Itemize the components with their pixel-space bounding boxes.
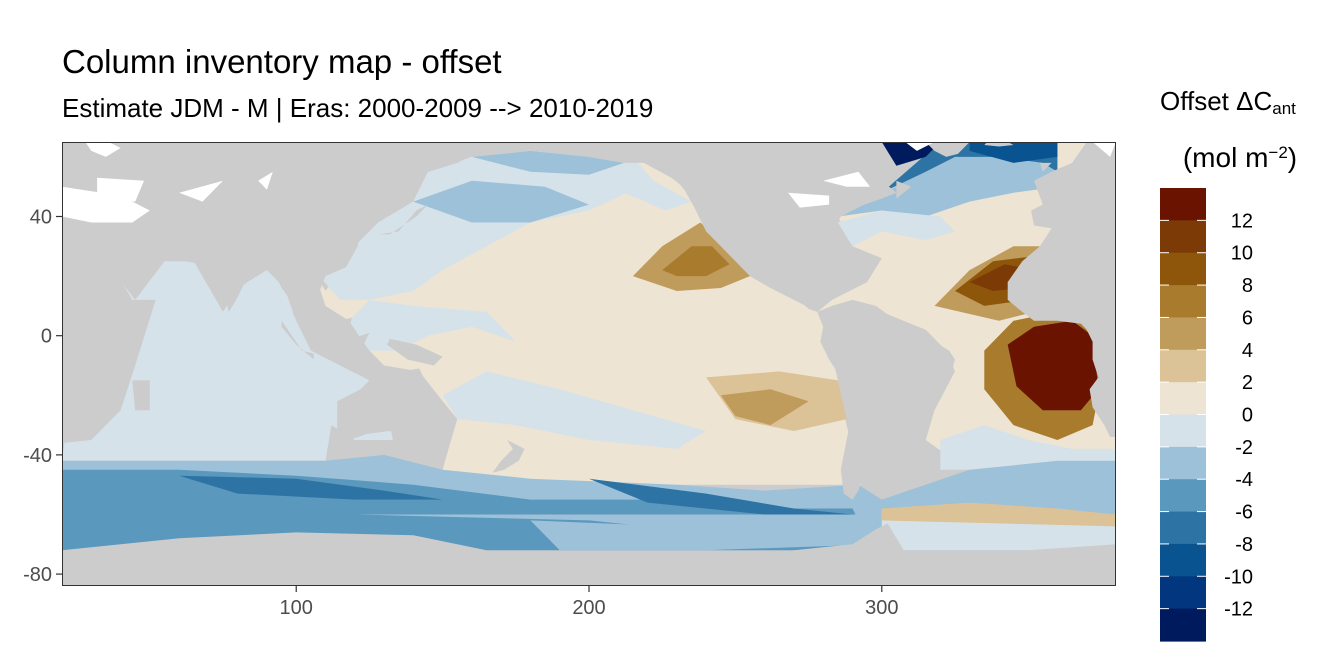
legend-color-swatch: [1160, 608, 1206, 642]
legend-color-swatch: [1160, 317, 1206, 351]
na-patch-hudson: [823, 171, 871, 187]
legend-label: -2: [1235, 437, 1253, 459]
na-patch-aral: [179, 180, 223, 202]
sumatra-land: [281, 320, 314, 360]
na-patch-baikal: [258, 171, 273, 190]
na-patch-great-lakes: [788, 192, 830, 208]
legend-label: -10: [1224, 566, 1253, 588]
africa-europe-east-land: [1007, 142, 1116, 437]
x-tick-label: 100: [280, 597, 313, 619]
na-patch-davis: [905, 142, 935, 151]
na-patch-caspian: [97, 177, 144, 202]
madagascar-land: [132, 380, 150, 411]
north-pacific-blue-band: [413, 180, 589, 223]
southern-ocean-indian-band: [179, 475, 443, 500]
x-tick-label: 200: [572, 597, 605, 619]
legend-color-swatch: [1160, 285, 1206, 319]
legend-label: -12: [1224, 599, 1253, 621]
na-patch-white-sea: [85, 142, 121, 157]
x-tick-label: 300: [865, 597, 898, 619]
weddell-front: [881, 502, 1116, 527]
north-america-land: [559, 142, 897, 312]
western-pacific-warm-pool: [348, 299, 516, 351]
legend-label: 12: [1231, 210, 1253, 232]
y-tick-label: 40: [30, 206, 52, 228]
gulf-stream-region: [837, 210, 955, 247]
eurasia-africa-land: [62, 142, 516, 443]
legend-color-swatch: [1160, 188, 1206, 221]
south-pacific-west: [442, 371, 707, 449]
legend-title-sub: ant: [1272, 99, 1296, 118]
legend-color-swatch: [1160, 382, 1206, 416]
australia-land: [337, 368, 452, 449]
japan-land: [378, 204, 428, 235]
legend-unit-sup: −2: [1268, 143, 1288, 162]
legend-color-swatch: [1160, 543, 1206, 577]
iceland-land: [984, 142, 1014, 147]
legend-label: -8: [1235, 534, 1253, 556]
na-patch-baltic: [1092, 142, 1116, 157]
panel-border: [62, 142, 1116, 586]
legend-label: 6: [1242, 307, 1253, 329]
antarctica-land: [62, 523, 1116, 586]
gulf-of-alaska: [603, 171, 692, 211]
legend-color-swatch: [1160, 479, 1206, 513]
south-atlantic-front: [940, 425, 1116, 470]
tropical-south-atlantic-peak: [1022, 326, 1093, 402]
greenland-land: [925, 142, 970, 157]
legend-color-swatch: [1160, 414, 1206, 448]
new-zealand-land: [492, 440, 525, 473]
y-tick-label: -40: [23, 445, 52, 467]
y-tick-label: -80: [23, 564, 52, 586]
south-pacific-subtropical-core: [720, 389, 809, 426]
bering-band: [471, 150, 625, 175]
british-isles-land: [1039, 162, 1052, 172]
north-pacific-west: [313, 150, 654, 300]
ocean-layer: [62, 142, 1116, 586]
legend-color-swatch: [1160, 252, 1206, 286]
ross-amundsen-sea: [530, 520, 882, 551]
south-america-land: [817, 299, 955, 500]
north-pacific-subtropical-core: [662, 246, 730, 277]
legend-title-main: Offset ΔC: [1160, 86, 1273, 116]
legend-label: 0: [1242, 405, 1253, 427]
chart-title: Column inventory map - offset: [62, 43, 502, 80]
newfoundland-land: [896, 180, 912, 199]
legend-unit-open: (mol m: [1182, 142, 1269, 173]
legend-color-swatch: [1160, 511, 1206, 545]
legend-label: 8: [1242, 275, 1253, 297]
y-tick-label: 0: [41, 326, 52, 348]
labrador-sea: [881, 142, 941, 166]
legend-label: 10: [1231, 243, 1253, 265]
new-guinea-land: [387, 338, 443, 366]
java-land: [325, 356, 341, 360]
cuba-land: [832, 270, 862, 280]
legend-label: 4: [1242, 340, 1253, 362]
chart-subtitle: Estimate JDM - M | Eras: 2000-2009 --> 2…: [62, 93, 654, 123]
sulawesi-land: [351, 332, 370, 351]
legend-color-swatch: [1160, 446, 1206, 480]
legend-unit-close: ): [1287, 142, 1298, 173]
legend-label: 2: [1242, 372, 1253, 394]
na-patch-black-sea: [62, 186, 150, 223]
north-atlantic-blue: [837, 142, 1058, 217]
legend-color-swatch: [1160, 349, 1206, 383]
borneo-land: [322, 317, 352, 345]
legend-title: Offset ΔCant (mol m−2): [1150, 84, 1330, 175]
southern-ocean-pacific-band: [589, 478, 853, 515]
legend-color-swatch: [1160, 220, 1206, 254]
nordic-seas: [969, 142, 1058, 163]
legend-label: -4: [1235, 469, 1253, 491]
legend-color-swatch: [1160, 576, 1206, 610]
legend-label: -6: [1235, 502, 1253, 524]
